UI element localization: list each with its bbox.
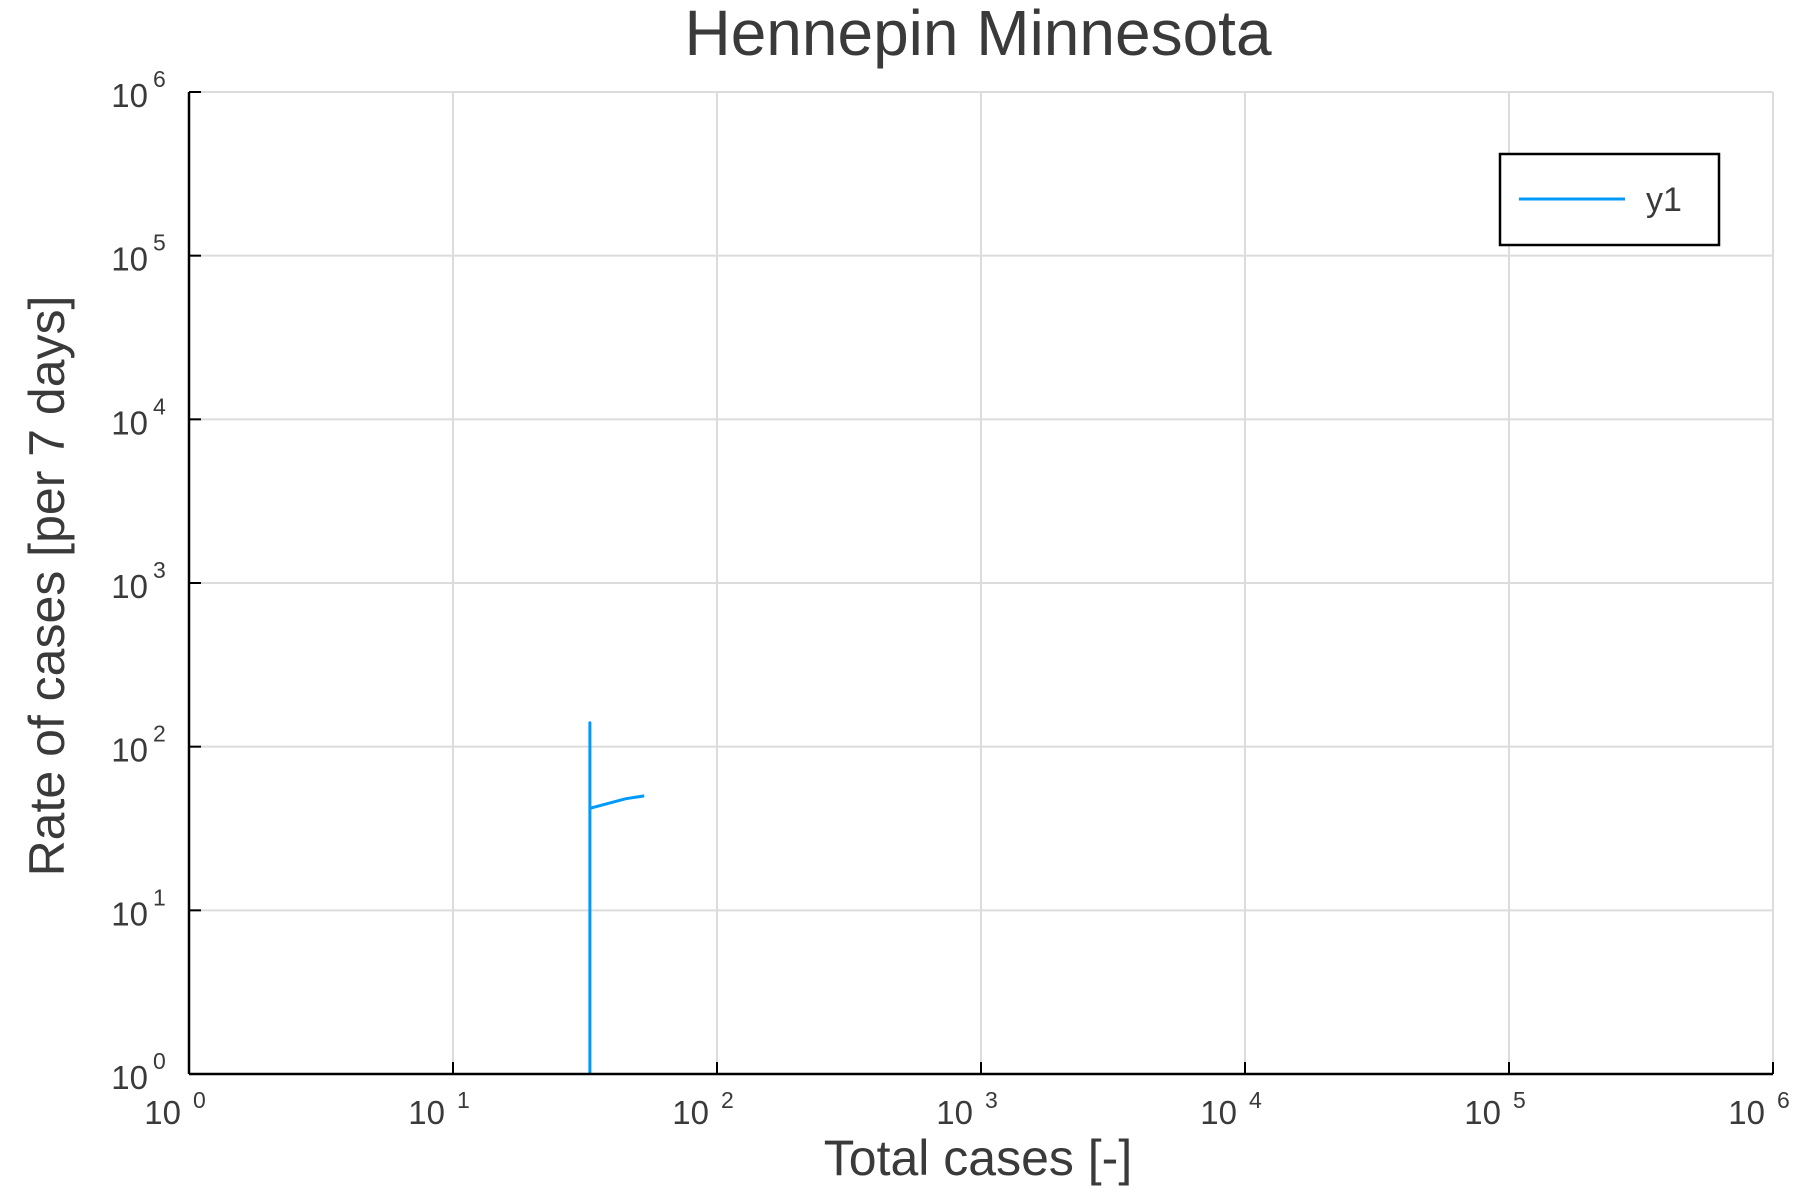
y-tick-exponent: 1: [153, 884, 166, 910]
y-tick-base: 10: [111, 895, 148, 932]
y-tick-exponent: 2: [153, 721, 166, 747]
x-tick-label-0: 10 0: [144, 1087, 206, 1131]
y-tick-label-3: 10 3: [111, 557, 166, 605]
grid-layer: [188, 91, 1774, 1075]
y-tick-label-0: 10 0: [111, 1048, 166, 1096]
y-tick-base: 10: [111, 241, 148, 278]
legend-label-y1: y1: [1646, 181, 1682, 219]
y-tick-exponent: 3: [153, 557, 166, 583]
x-tick-exponent: 2: [721, 1087, 734, 1113]
y-tick-base: 10: [111, 732, 148, 769]
x-tick-base: 10: [144, 1094, 181, 1131]
y-tick-label-4: 10 4: [111, 393, 166, 441]
y-tick-base: 10: [111, 1059, 148, 1096]
y-tick-exponent: 0: [153, 1048, 166, 1074]
x-tick-exponent: 4: [1249, 1087, 1262, 1113]
y-tick-exponent: 6: [153, 66, 166, 92]
series-line-y1: [588, 721, 645, 1074]
y-tick-exponent: 5: [153, 230, 166, 256]
x-tick-base: 10: [936, 1094, 973, 1131]
legend: y1: [1498, 152, 1721, 247]
x-tick-label-5: 10 5: [1464, 1087, 1526, 1131]
y-tick-label-6: 10 6: [111, 66, 166, 114]
tick-label-layer: 10 0 10 1 10 2 10 3 10 4 10 5 10 610 010 110 210 310 410 51…: [111, 66, 1790, 1131]
x-tick-base: 10: [1200, 1094, 1237, 1131]
x-tick-exponent: 0: [193, 1087, 206, 1113]
x-tick-exponent: 1: [457, 1087, 470, 1113]
x-tick-label-6: 10 6: [1728, 1087, 1790, 1131]
x-tick-label-3: 10 3: [936, 1087, 998, 1131]
x-tick-label-1: 10 1: [408, 1087, 470, 1131]
x-tick-label-2: 10 2: [672, 1087, 734, 1131]
x-tick-base: 10: [672, 1094, 709, 1131]
y-tick-base: 10: [111, 404, 148, 441]
x-axis-label: Total cases [-]: [824, 1130, 1132, 1186]
series-layer: [588, 721, 645, 1074]
x-tick-exponent: 6: [1777, 1087, 1790, 1113]
x-tick-base: 10: [1464, 1094, 1501, 1131]
y-tick-exponent: 4: [153, 393, 166, 419]
y-tick-label-1: 10 1: [111, 884, 166, 932]
axes-layer: [187, 91, 1774, 1076]
y-tick-label-5: 10 5: [111, 230, 166, 278]
x-tick-base: 10: [408, 1094, 445, 1131]
y-tick-base: 10: [111, 77, 148, 114]
y-tick-base: 10: [111, 568, 148, 605]
x-tick-label-4: 10 4: [1200, 1087, 1262, 1131]
y-tick-label-2: 10 2: [111, 721, 166, 769]
x-tick-base: 10: [1728, 1094, 1765, 1131]
chart-title: Hennepin Minnesota: [684, 0, 1271, 69]
y-axis-label: Rate of cases [per 7 days]: [19, 296, 75, 877]
x-tick-exponent: 3: [985, 1087, 998, 1113]
x-tick-exponent: 5: [1513, 1087, 1526, 1113]
